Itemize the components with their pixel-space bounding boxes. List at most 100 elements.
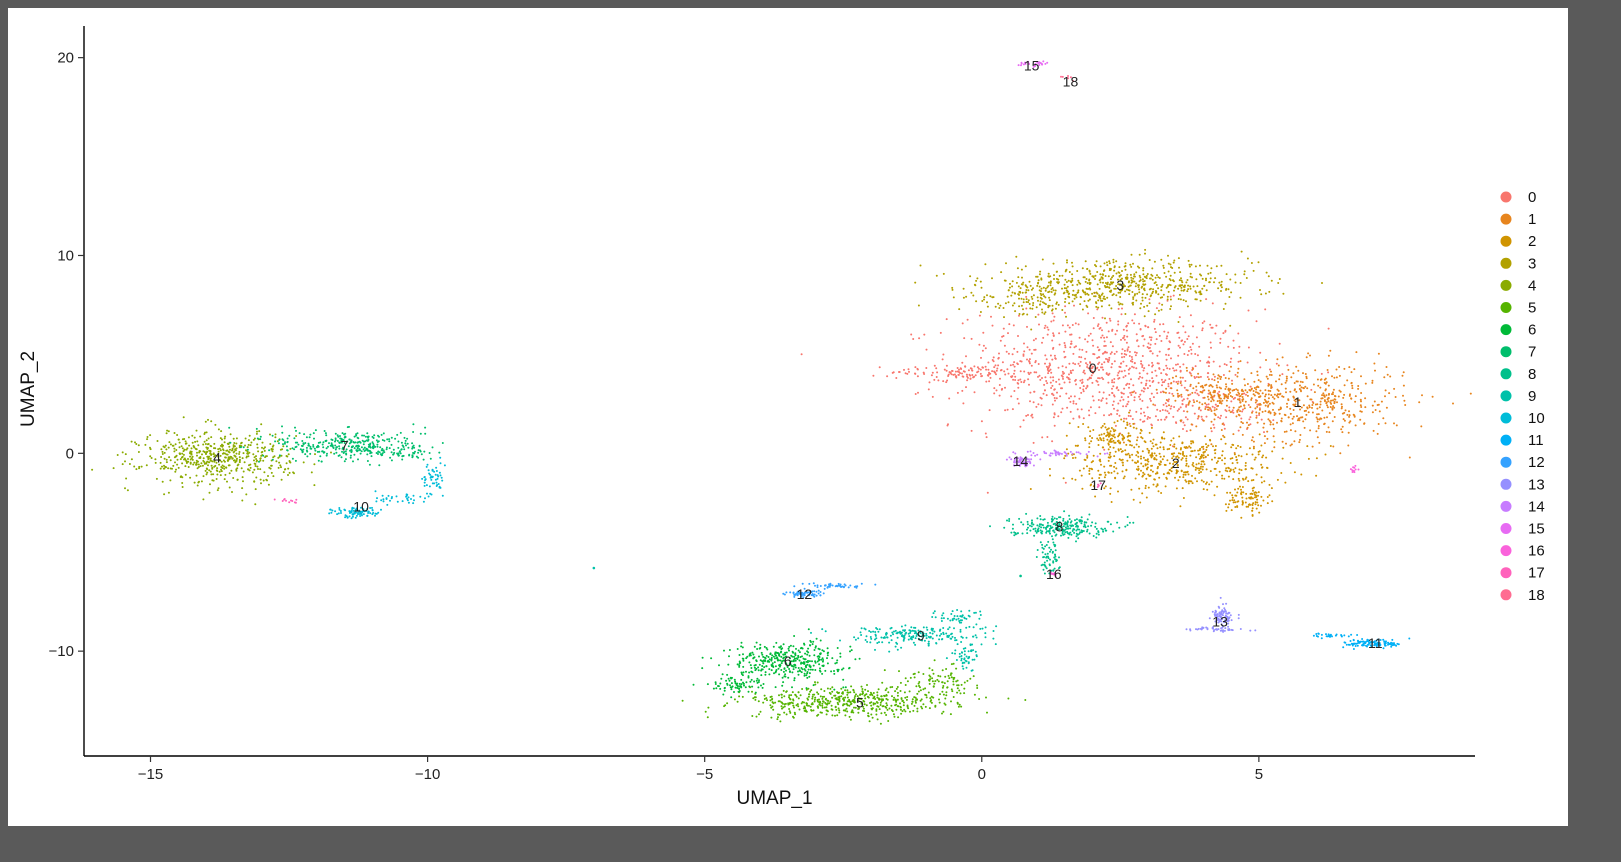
point [1197, 462, 1200, 465]
point [806, 671, 809, 673]
point [1195, 425, 1198, 428]
point [972, 675, 975, 678]
point [1323, 378, 1326, 381]
point [1163, 437, 1166, 440]
point [1142, 283, 1145, 286]
point [1165, 275, 1168, 278]
point [1066, 259, 1068, 262]
point [1158, 476, 1161, 479]
point [1173, 406, 1176, 408]
point [1316, 407, 1319, 410]
point [733, 678, 736, 681]
point [1164, 485, 1167, 488]
point [1098, 406, 1101, 409]
point [994, 364, 997, 367]
point [1214, 414, 1217, 417]
point [1201, 277, 1204, 280]
point [1153, 320, 1156, 323]
point [400, 441, 403, 444]
point [1195, 456, 1198, 459]
point [906, 696, 909, 698]
point [1127, 322, 1130, 325]
point [953, 373, 956, 376]
point [1227, 288, 1230, 291]
point [1256, 405, 1259, 408]
point [1194, 265, 1197, 268]
point [1061, 287, 1063, 290]
point [1017, 335, 1019, 337]
point [970, 429, 973, 432]
point [1138, 253, 1141, 256]
point [1394, 396, 1397, 398]
point [1265, 375, 1268, 378]
point [1012, 363, 1015, 366]
point [424, 432, 427, 435]
point [1317, 413, 1320, 416]
point [942, 380, 945, 383]
point [1364, 397, 1367, 400]
point [784, 702, 787, 705]
point [1186, 354, 1189, 356]
point [876, 701, 879, 704]
point [1166, 410, 1169, 413]
cluster-points-3 [914, 248, 1323, 331]
point [1212, 360, 1215, 363]
point [1077, 426, 1080, 428]
point [1006, 368, 1009, 371]
point [1244, 468, 1247, 471]
point [1249, 406, 1252, 409]
point [259, 478, 262, 481]
point [191, 455, 194, 458]
point [1331, 420, 1334, 423]
point [843, 699, 845, 702]
point [1014, 379, 1017, 381]
point [987, 368, 990, 371]
point [1160, 285, 1163, 288]
point [943, 368, 946, 371]
point [1266, 437, 1269, 440]
point [1292, 409, 1295, 411]
point [1201, 329, 1204, 332]
point [229, 433, 232, 436]
point [984, 347, 987, 350]
point [1331, 393, 1333, 396]
point [823, 695, 826, 698]
point [181, 476, 184, 479]
point [1035, 275, 1038, 278]
point [956, 391, 959, 394]
point [183, 448, 186, 451]
point [1225, 399, 1228, 402]
point [1161, 283, 1164, 286]
point [867, 690, 869, 693]
point [1026, 313, 1029, 316]
point [360, 450, 363, 453]
point [1324, 382, 1327, 385]
point [215, 478, 218, 480]
point [1281, 356, 1284, 359]
point [1016, 350, 1019, 353]
point [259, 459, 262, 462]
point [1094, 278, 1096, 280]
point [879, 701, 882, 704]
point [1097, 377, 1100, 380]
point [846, 693, 849, 696]
point [1236, 375, 1239, 378]
point [253, 468, 256, 471]
point [946, 686, 949, 689]
point [124, 453, 127, 456]
point [1247, 424, 1250, 427]
point [1100, 293, 1103, 296]
point [1341, 412, 1344, 415]
point [1182, 299, 1185, 302]
point [1246, 426, 1249, 429]
point [1179, 284, 1182, 287]
point [925, 694, 928, 697]
point [1217, 287, 1220, 290]
point [1246, 394, 1249, 397]
point [1211, 326, 1214, 329]
point [1135, 367, 1138, 370]
point [286, 441, 289, 444]
point [1103, 471, 1106, 474]
point [801, 662, 804, 665]
point [1132, 426, 1135, 429]
